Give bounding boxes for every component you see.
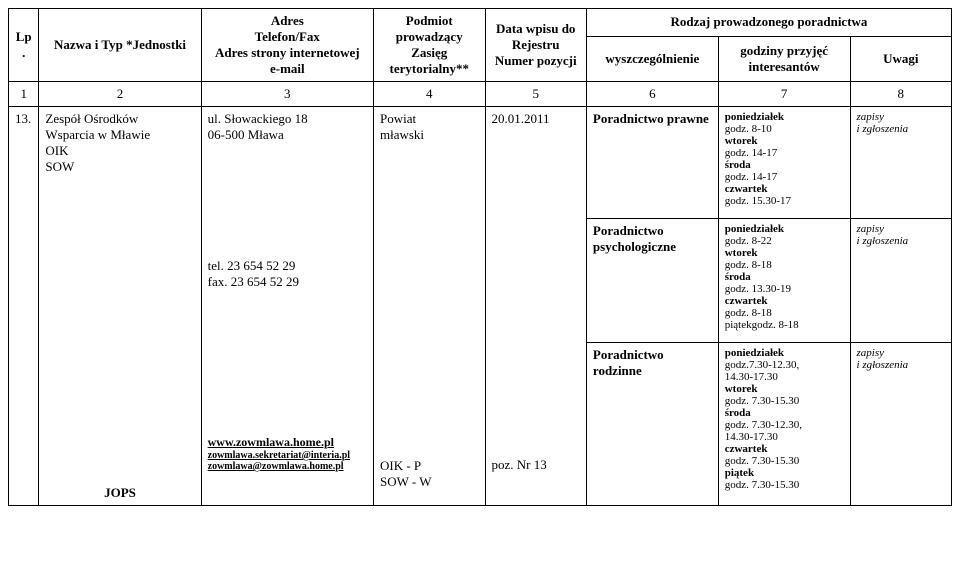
- hdr-data: Data wpisu do RejestruNumer pozycji: [485, 9, 586, 82]
- data-table: Lp. Nazwa i Typ *Jednostki AdresTelefon/…: [8, 8, 952, 506]
- hdr-podmiot: Podmiot prowadzącyZasięg terytorialny**: [373, 9, 485, 82]
- cell-lp: 13.: [9, 107, 39, 506]
- hdr-wyszcz: wyszczególnienie: [586, 36, 718, 81]
- cell-godz3: poniedziałekgodz.7.30-12.30,14.30-17.30w…: [718, 343, 850, 506]
- hdr-godz: godziny przyjęć interesantów: [718, 36, 850, 81]
- link-mail2[interactable]: zowmlawa@zowmlawa.home.pl: [208, 461, 344, 472]
- cell-uwagi3: zapisyi zgłoszenia: [850, 343, 951, 506]
- number-row: 12345678: [9, 82, 952, 107]
- cell-uwagi2: zapisyi zgłoszenia: [850, 218, 951, 342]
- data-row-1: 13. Zespół OśrodkówWsparcia w MławieOIKS…: [9, 107, 952, 219]
- cell-podmiot: Powiatmławski OIK - PSOW - W: [373, 107, 485, 506]
- cell-uwagi1: zapisyi zgłoszenia: [850, 107, 951, 219]
- cell-wys3: Poradnictwo rodzinne: [586, 343, 718, 506]
- cell-godz1: poniedziałekgodz. 8-10wtorekgodz. 14-17ś…: [718, 107, 850, 219]
- header-row-1: Lp. Nazwa i Typ *Jednostki AdresTelefon/…: [9, 9, 952, 37]
- hdr-uwagi: Uwagi: [850, 36, 951, 81]
- cell-data: 20.01.2011 poz. Nr 13: [485, 107, 586, 506]
- cell-wys2: Poradnictwo psychologiczne: [586, 218, 718, 342]
- hdr-nazwa: Nazwa i Typ *Jednostki: [39, 9, 201, 82]
- link-mail1[interactable]: zowmlawa.sekretariat@interia.pl: [208, 450, 350, 461]
- cell-adres: ul. Słowackiego 1806-500 Mława tel. 23 6…: [201, 107, 373, 506]
- cell-wys1: Poradnictwo prawne: [586, 107, 718, 219]
- cell-godz2: poniedziałekgodz. 8-22wtorek godz. 8-18ś…: [718, 218, 850, 342]
- hdr-adres: AdresTelefon/FaxAdres strony internetowe…: [201, 9, 373, 82]
- cell-nazwa: Zespół OśrodkówWsparcia w MławieOIKSOW J…: [39, 107, 201, 506]
- hdr-lp: Lp.: [9, 9, 39, 82]
- hdr-rodzaj: Rodzaj prowadzonego poradnictwa: [586, 9, 951, 37]
- link-www[interactable]: www.zowmlawa.home.pl: [208, 435, 334, 449]
- jops-label: JOPS: [104, 485, 136, 500]
